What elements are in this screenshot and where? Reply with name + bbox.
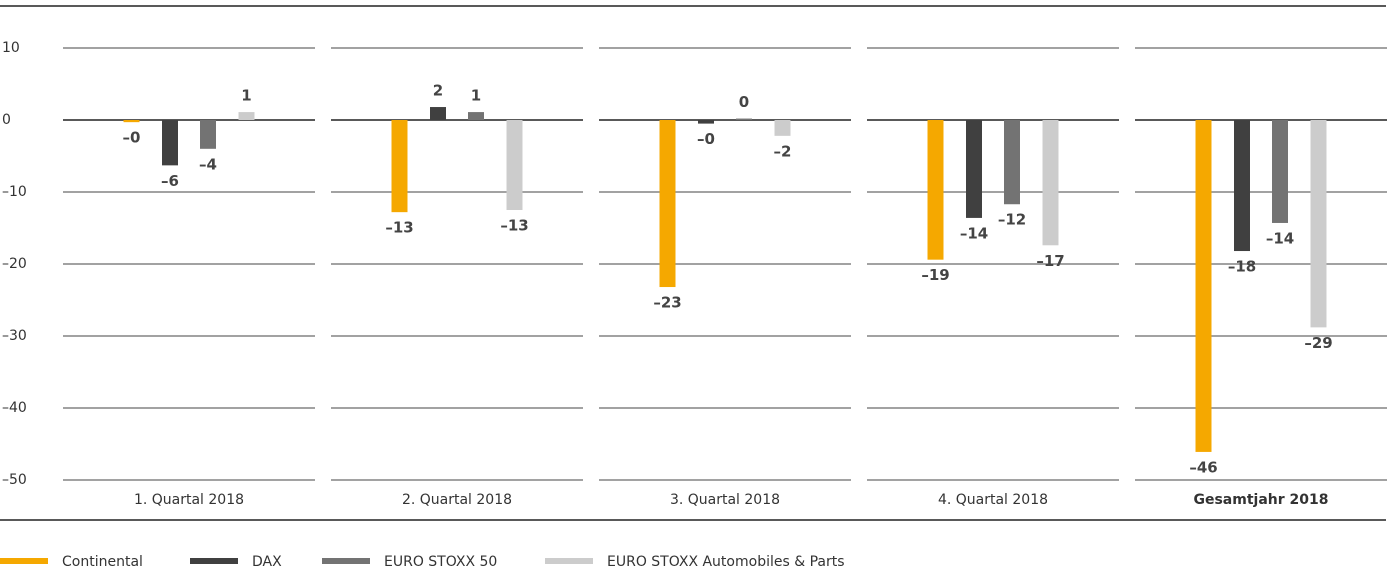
bar — [1272, 120, 1288, 223]
bar — [506, 120, 523, 210]
bar — [468, 112, 484, 120]
value-label: 1 — [471, 87, 481, 105]
y-tick-label: –40 — [2, 400, 27, 416]
value-label: –0 — [697, 130, 715, 148]
x-tick-label: 1. Quartal 2018 — [134, 492, 244, 508]
value-label: –46 — [1189, 458, 1217, 476]
bar — [123, 120, 140, 123]
bar — [927, 120, 944, 260]
value-label: –0 — [123, 129, 141, 147]
y-tick-label: –30 — [2, 328, 27, 344]
bar — [736, 118, 752, 120]
bar — [391, 120, 408, 213]
value-label: –12 — [998, 211, 1026, 229]
value-label: –13 — [385, 219, 413, 237]
bar — [162, 120, 178, 166]
bar — [1042, 120, 1059, 246]
bar — [698, 120, 714, 124]
y-tick-label: 10 — [2, 40, 20, 56]
y-tick-label: –10 — [2, 184, 27, 200]
legend-swatch — [545, 558, 593, 564]
bar — [774, 120, 791, 136]
value-label: –14 — [1266, 229, 1294, 247]
value-label: –2 — [774, 142, 792, 160]
value-label: –4 — [199, 155, 217, 173]
value-label: –23 — [653, 294, 681, 312]
bar — [659, 120, 676, 288]
x-tick-label: Gesamtjahr 2018 — [1193, 492, 1328, 508]
value-label: –14 — [960, 224, 988, 242]
value-label: –17 — [1036, 252, 1064, 270]
legend-label: DAX — [252, 554, 282, 570]
value-label: –6 — [161, 172, 179, 190]
y-tick-label: –50 — [2, 472, 27, 488]
bar — [430, 107, 446, 120]
y-tick-label: 0 — [2, 112, 11, 128]
y-tick-label: –20 — [2, 256, 27, 272]
bar — [1195, 120, 1212, 452]
legend-label: Continental — [62, 554, 143, 570]
x-tick-label: 2. Quartal 2018 — [402, 492, 512, 508]
legend-label: EURO STOXX Automobiles & Parts — [607, 554, 845, 570]
bar — [1310, 120, 1327, 328]
value-label: –13 — [500, 217, 528, 235]
legend-swatch — [322, 558, 370, 564]
x-tick-label: 4. Quartal 2018 — [938, 492, 1048, 508]
value-label: 0 — [739, 93, 749, 111]
legend-swatch — [0, 558, 48, 564]
bar — [966, 120, 982, 218]
value-label: 2 — [433, 82, 443, 100]
bar — [1234, 120, 1250, 252]
value-label: –29 — [1304, 334, 1332, 352]
value-label: –19 — [921, 266, 949, 284]
legend-label: EURO STOXX 50 — [384, 554, 497, 570]
bar — [200, 120, 216, 149]
legend-swatch — [190, 558, 238, 564]
bar — [238, 112, 255, 120]
bar — [1004, 120, 1020, 205]
x-tick-label: 3. Quartal 2018 — [670, 492, 780, 508]
value-label: 1 — [241, 87, 251, 105]
value-label: –18 — [1228, 258, 1256, 276]
